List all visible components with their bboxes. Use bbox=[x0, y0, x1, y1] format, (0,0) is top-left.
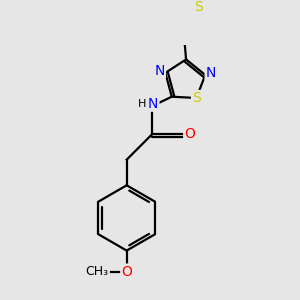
Text: O: O bbox=[184, 127, 195, 141]
Text: N: N bbox=[206, 66, 216, 80]
Text: S: S bbox=[195, 0, 203, 14]
Text: O: O bbox=[121, 265, 132, 279]
Text: CH₃: CH₃ bbox=[86, 265, 109, 278]
Text: S: S bbox=[192, 91, 201, 105]
Text: N: N bbox=[154, 64, 165, 77]
Text: H: H bbox=[138, 99, 146, 109]
Text: N: N bbox=[148, 97, 158, 111]
